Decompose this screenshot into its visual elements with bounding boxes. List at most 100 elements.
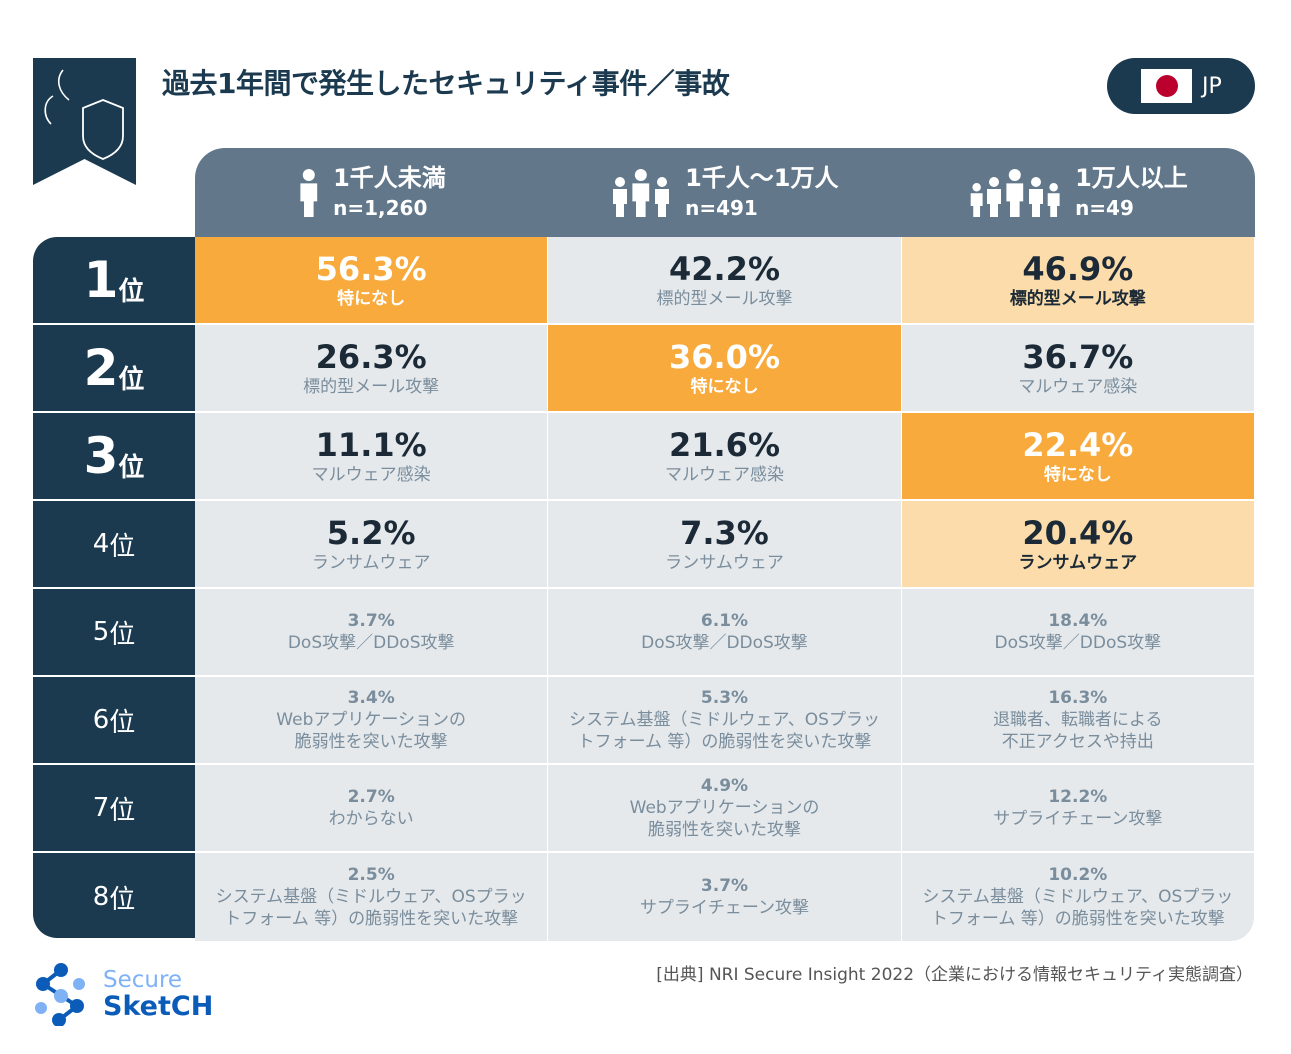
table-cell: 11.1% マルウェア感染 [195, 413, 549, 501]
incident-label-line: 標的型メール攻撃 [303, 377, 440, 397]
table-cell: 16.3% 退職者、転職者による 不正アクセスや持出 [901, 677, 1255, 765]
page-title: 過去1年間で発生したセキュリティ事件／事故 [162, 67, 730, 100]
logo-text-secure: Secure [103, 967, 183, 993]
table-cell: 7.3% ランサムウェア [548, 501, 902, 589]
incident-label-line: 標的型メール攻撃 [1009, 289, 1146, 309]
rank-suffix: 位 [118, 364, 145, 395]
rank-number: 8 [92, 882, 110, 912]
rank-suffix: 位 [118, 276, 145, 307]
rank-suffix: 位 [109, 531, 136, 562]
table-row: 1 位 56.3% 特になし 42.2% 標的型メール攻撃 46.9% 標的型メール攻… [33, 237, 1255, 325]
percentage: 5.2% [326, 514, 416, 552]
logo-text-sketch: SketCH [103, 991, 214, 1022]
sample-size: n=491 [685, 195, 758, 220]
percentage: 36.0% [668, 338, 780, 376]
incident-label-line: トフォーム 等）の脆弱性を突いた攻撃 [930, 909, 1225, 929]
table-cell: 21.6% マルウェア感染 [548, 413, 902, 501]
percentage: 36.7% [1022, 338, 1134, 376]
percentage: 56.3% [315, 250, 427, 288]
incident-label-line: わからない [328, 809, 414, 829]
rank-suffix: 位 [109, 795, 136, 826]
percentage: 16.3% [1048, 688, 1108, 708]
japan-flag-icon [1141, 69, 1192, 103]
incident-label-line: DoS攻撃／DDoS攻撃 [287, 633, 455, 653]
incident-label-line: ランサムウェア [311, 553, 431, 573]
table-cell: 2.7% わからない [195, 765, 549, 853]
rank-label: 5 位 [33, 589, 195, 677]
rank-number: 3 [83, 427, 119, 485]
incident-label-line: マルウェア感染 [1018, 377, 1138, 397]
incident-label-line: サプライチェーン攻撃 [639, 898, 810, 918]
percentage: 3.4% [347, 688, 395, 708]
table-row: 8 位 2.5% システム基盤（ミドルウェア、OSプラッ トフォーム 等）の脆弱性を… [33, 853, 1255, 941]
table-cell: 3.4% Webアプリケーションの 脆弱性を突いた攻撃 [195, 677, 549, 765]
rank-label: 7 位 [33, 765, 195, 853]
rank-number: 4 [92, 529, 110, 559]
sample-size: n=49 [1075, 195, 1134, 220]
incident-label-line: 脆弱性を突いた攻撃 [647, 820, 801, 840]
column-label: 1千人〜1万人 [685, 163, 839, 192]
column-label: 1千人未満 [333, 163, 446, 192]
rank-number: 7 [92, 793, 110, 823]
rank-label: 6 位 [33, 677, 195, 765]
table-cell: 12.2% サプライチェーン攻撃 [901, 765, 1255, 853]
table-cell: 5.2% ランサムウェア [195, 501, 549, 589]
table-cell: 3.7% DoS攻撃／DDoS攻撃 [195, 589, 549, 677]
table-cell: 5.3% システム基盤（ミドルウェア、OSプラッ トフォーム 等）の脆弱性を突いた攻… [548, 677, 902, 765]
table-cell: 42.2% 標的型メール攻撃 [548, 237, 902, 325]
percentage: 26.3% [315, 338, 427, 376]
percentage: 6.1% [700, 611, 749, 631]
person-icon [298, 168, 320, 217]
percentage: 3.7% [700, 876, 749, 896]
column-label: 1万人以上 [1075, 163, 1188, 192]
network-logo-icon [35, 963, 85, 1026]
incident-label-line: ランサムウェア [1018, 553, 1138, 573]
incident-label-line: 特になし [1043, 465, 1112, 485]
table-cell: 36.0% 特になし [548, 325, 902, 413]
incident-label-line: システム基盤（ミドルウェア、OSプラッ [922, 887, 1234, 907]
percentage: 42.2% [668, 250, 780, 288]
percentage: 12.2% [1048, 787, 1108, 807]
percentage: 10.2% [1048, 865, 1108, 885]
percentage: 22.4% [1022, 426, 1134, 464]
rank-label: 3 位 [33, 413, 195, 501]
table-cell: 22.4% 特になし [901, 413, 1255, 501]
rank-label: 1 位 [33, 237, 195, 325]
sample-size: n=1,260 [333, 195, 428, 220]
incident-label-line: 退職者、転職者による [993, 710, 1163, 730]
group-icon [611, 168, 671, 217]
table-row: 4 位 5.2% ランサムウェア 7.3% ランサムウェア 20.4% ランサムウェア [33, 501, 1255, 589]
table-cell: 36.7% マルウェア感染 [901, 325, 1255, 413]
incident-label-line: Webアプリケーションの [629, 798, 820, 818]
incident-label-line: トフォーム 等）の脆弱性を突いた攻撃 [577, 732, 872, 752]
incident-label-line: システム基盤（ミドルウェア、OSプラッ [215, 887, 527, 907]
table-cell: 26.3% 標的型メール攻撃 [195, 325, 549, 413]
incident-label-line: システム基盤（ミドルウェア、OSプラッ [569, 710, 880, 730]
incident-label-line: 特になし [690, 377, 759, 397]
table-cell: 2.5% システム基盤（ミドルウェア、OSプラッ トフォーム 等）の脆弱性を突いた攻… [195, 853, 549, 941]
percentage: 4.9% [700, 776, 749, 796]
table-row: 2 位 26.3% 標的型メール攻撃 36.0% 特になし 36.7% マルウェア感染 [33, 325, 1255, 413]
rank-label: 4 位 [33, 501, 195, 589]
incident-label-line: Webアプリケーションの [276, 710, 467, 730]
column-header-2: 1千人〜1万人 n=491 [548, 148, 901, 237]
table-cell: 18.4% DoS攻撃／DDoS攻撃 [901, 589, 1255, 677]
column-header-1: 1千人未満 n=1,260 [195, 148, 548, 237]
rank-label: 8 位 [33, 853, 195, 941]
table-cell: 6.1% DoS攻撃／DDoS攻撃 [548, 589, 902, 677]
incident-label-line: 特になし [337, 289, 406, 309]
percentage: 18.4% [1048, 611, 1108, 631]
language-button[interactable]: JP [1107, 58, 1255, 114]
rank-suffix: 位 [109, 619, 136, 650]
table-cell: 46.9% 標的型メール攻撃 [901, 237, 1255, 325]
column-header-3: 1万人以上 n=49 [902, 148, 1255, 237]
rank-number: 2 [83, 339, 119, 397]
table-cell: 10.2% システム基盤（ミドルウェア、OSプラッ トフォーム 等）の脆弱性を突いた… [901, 853, 1255, 941]
percentage: 3.7% [347, 611, 395, 631]
incident-label-line: 脆弱性を突いた攻撃 [294, 732, 448, 752]
table-cell: 3.7% サプライチェーン攻撃 [548, 853, 902, 941]
ranking-table: 1 位 56.3% 特になし 42.2% 標的型メール攻撃 46.9% 標的型メール攻… [33, 237, 1255, 941]
percentage: 2.5% [347, 865, 395, 885]
percentage: 5.3% [700, 688, 749, 708]
table-cell: 4.9% Webアプリケーションの 脆弱性を突いた攻撃 [548, 765, 902, 853]
